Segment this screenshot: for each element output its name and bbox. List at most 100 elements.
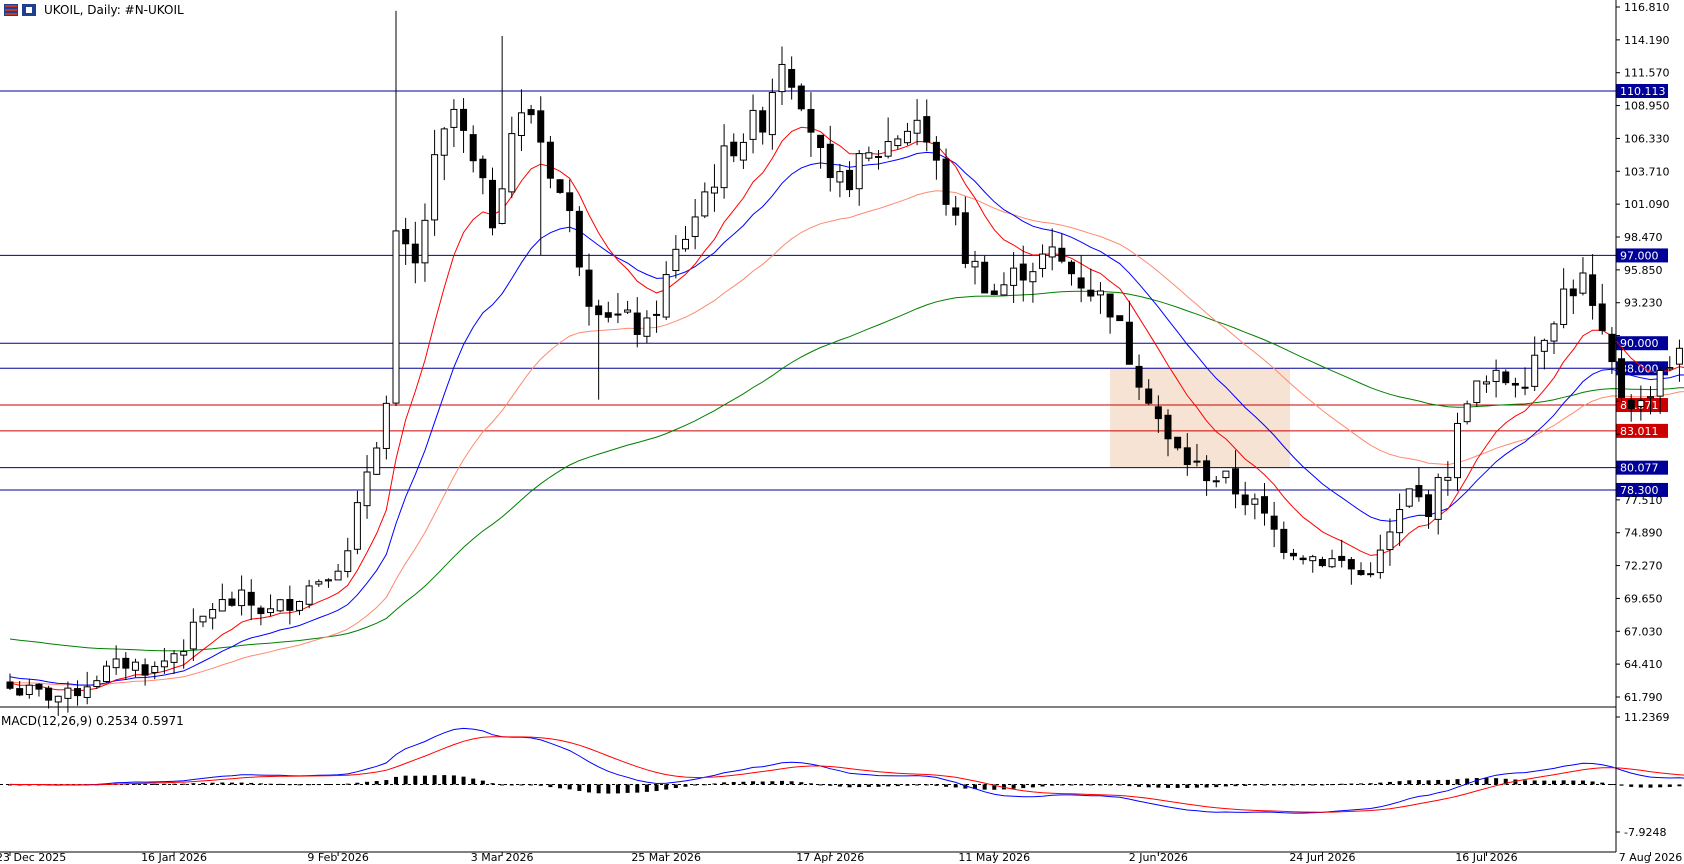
candle-body (1531, 354, 1539, 387)
macd-hist-bar (934, 784, 939, 786)
candle-body (1222, 470, 1230, 479)
chart-window-icon[interactable] (22, 4, 36, 16)
macd-hist-bar (229, 782, 234, 785)
candle-body (1309, 556, 1317, 562)
candle-body (682, 238, 689, 250)
candle-body (691, 216, 699, 237)
candle-body (1058, 247, 1066, 262)
candle-body (1386, 531, 1394, 551)
macd-hist-bar (1021, 784, 1026, 789)
candle-body (1376, 549, 1384, 574)
macd-hist-bar (162, 783, 167, 785)
price-tick-label: 106.330 (1624, 132, 1670, 145)
candle-body (894, 138, 902, 147)
macd-hist-bar (1098, 784, 1103, 786)
candle-body (180, 651, 188, 656)
candle-body (16, 688, 24, 696)
candle-body (846, 169, 854, 191)
macd-hist-bar (1330, 784, 1335, 786)
candle-body (720, 145, 728, 189)
candle-body (1647, 396, 1654, 399)
macd-hist-bar (1320, 784, 1325, 786)
macd-hist-bar (239, 782, 244, 785)
macd-hist-bar (210, 782, 215, 785)
macd-hist-bar (191, 783, 196, 785)
candle-body (932, 141, 940, 161)
macd-hist-bar (741, 781, 746, 785)
time-tick-label: 17 Apr 2026 (796, 851, 864, 864)
candle-body (1154, 406, 1162, 420)
macd-hist-bar (1301, 784, 1306, 786)
macd-panel (0, 727, 1684, 814)
candle-body (1434, 477, 1442, 520)
macd-hist-bar (1426, 780, 1431, 785)
candle-body (903, 130, 911, 144)
macd-hist-bar (1252, 784, 1257, 786)
candle-body (1232, 468, 1240, 495)
macd-hist-bar (924, 784, 929, 786)
candle-body (431, 154, 439, 221)
candle-body (643, 317, 651, 337)
candle-body (913, 119, 921, 134)
candle-body (286, 598, 294, 611)
candle-body (1656, 369, 1664, 397)
candle-body (1019, 263, 1027, 281)
macd-hist-bar (278, 783, 283, 785)
macd-hist-bar (1281, 784, 1286, 786)
ma-long-line (9, 290, 1684, 652)
macd-hist-bar (1108, 784, 1113, 786)
macd-hist-bar (1050, 784, 1055, 786)
macd-hist-bar (953, 784, 958, 788)
candle-body (672, 248, 680, 272)
candle-body (392, 230, 400, 404)
level-label: 83.011 (1620, 425, 1659, 438)
candle-body (1029, 271, 1037, 283)
candle-body (151, 665, 159, 673)
macd-hist-bar (1088, 784, 1093, 786)
candle-body (103, 665, 110, 683)
macd-hist-bar (413, 775, 418, 785)
macd-hist-bar (664, 784, 669, 790)
macd-hist-bar (258, 783, 263, 785)
macd-hist-bar (1397, 781, 1402, 785)
candle-body (749, 109, 757, 140)
candle-body (74, 688, 82, 697)
candle-body (1212, 480, 1220, 483)
macd-hist-bar (1185, 784, 1190, 788)
level-label-box (1616, 423, 1668, 438)
level-label-box (1616, 482, 1668, 497)
candle-body (131, 661, 139, 671)
macd-hist-bar (1503, 778, 1508, 785)
macd-hist-bar (1580, 780, 1585, 785)
macd-hist-bar (529, 784, 534, 786)
candle-body (1608, 333, 1616, 363)
candle-body (296, 601, 303, 611)
macd-hist-bar (1194, 784, 1199, 788)
macd-hist-bar (461, 776, 466, 785)
level-label: 80.077 (1620, 462, 1659, 475)
macd-hist-bar (1310, 784, 1315, 786)
macd-hist-bar (268, 783, 273, 785)
price-tick-label: 64.410 (1624, 658, 1663, 671)
candle-body (421, 219, 429, 264)
candle-body (83, 686, 91, 698)
macd-hist-bar (1484, 778, 1489, 785)
macd-hist-bar (866, 784, 871, 787)
candle-body (54, 695, 62, 703)
macd-hist-bar (384, 780, 389, 785)
candle-body (1502, 371, 1510, 384)
macd-tick-label: -7.9248 (1624, 826, 1666, 839)
candle-body (768, 91, 776, 136)
candle-body (45, 687, 53, 701)
chart-menu-icon[interactable] (4, 4, 18, 16)
macd-hist-bar (567, 784, 572, 790)
candle-body (1241, 494, 1249, 506)
level-label: 90.000 (1620, 337, 1659, 350)
macd-hist-bar (789, 781, 794, 785)
macd-hist-bar (1011, 784, 1016, 789)
macd-hist-bar (1648, 784, 1653, 788)
price-tick-label: 67.030 (1624, 625, 1663, 638)
macd-hist-bar (683, 784, 688, 787)
candle-body (981, 261, 989, 294)
